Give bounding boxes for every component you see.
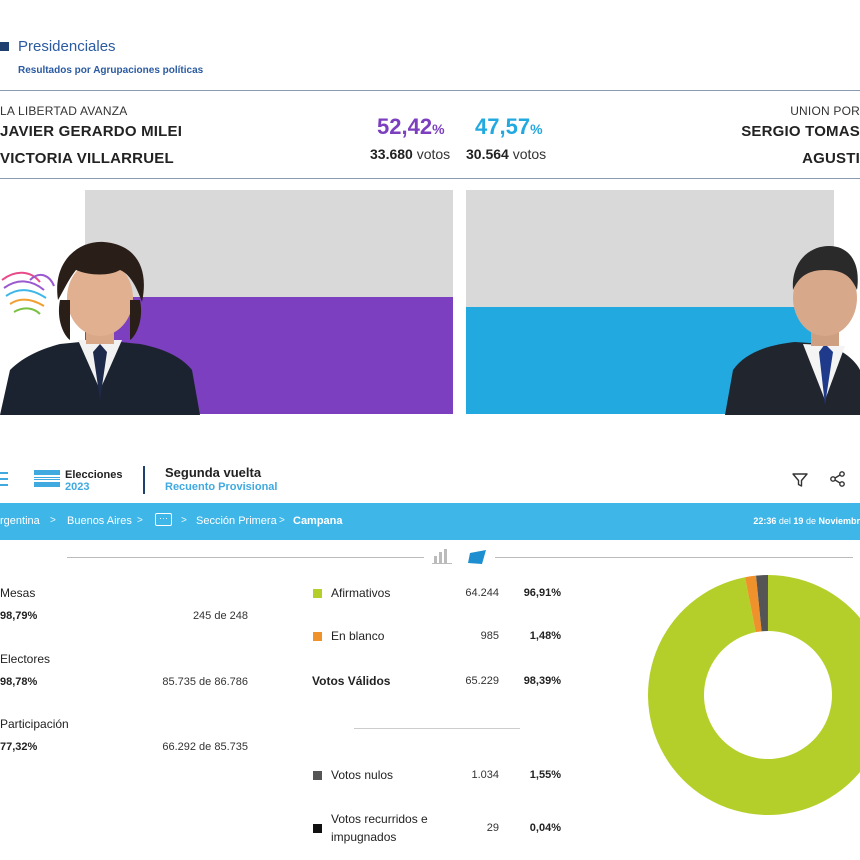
donut-slice-nulos[interactable]: [756, 575, 768, 632]
round-subtitle: Recuento Provisional: [165, 481, 278, 493]
divider: [0, 90, 860, 91]
validos-percent: 98,39%: [523, 675, 561, 687]
candidate-left: LA LIBERTAD AVANZA JAVIER GERARDO MILEI …: [0, 104, 182, 167]
hamburger-menu-icon[interactable]: [0, 472, 8, 490]
share-icon[interactable]: [829, 470, 847, 488]
chevron-right-icon: >: [181, 515, 187, 526]
president-name: JAVIER GERARDO MILEI: [0, 123, 183, 140]
participacion-percent: 77,32%: [0, 741, 38, 753]
candidate-left-votes: 33.680 votos: [370, 146, 451, 162]
brand-title: Elecciones: [65, 469, 123, 481]
afirmativos-percent: 96,91%: [523, 587, 561, 599]
president-name: SERGIO TOMAS: [741, 123, 860, 140]
recurridos-legend-swatch: [313, 824, 322, 833]
afirmativos-label: Afirmativos: [331, 586, 391, 600]
breadcrumb: rgentina > Buenos Aires > ··· > Sección …: [0, 503, 860, 540]
electores-label: Electores: [0, 652, 51, 666]
timestamp: 22:36 del 19 de Noviembr: [753, 516, 860, 526]
title-bullet-icon: [0, 42, 9, 51]
mesas-percent: 98,79%: [0, 610, 38, 622]
blanco-label: En blanco: [331, 629, 385, 643]
party-name: LA LIBERTAD AVANZA: [0, 104, 128, 118]
candidate-right-percent: 47,57%: [475, 114, 543, 139]
chevron-right-icon: >: [279, 515, 285, 526]
bar-chart-view-icon[interactable]: [432, 548, 452, 564]
recurridos-percent: 0,04%: [529, 822, 561, 834]
breadcrumb-more-button[interactable]: ···: [155, 513, 172, 526]
breadcrumb-item[interactable]: Sección Primera: [196, 515, 277, 527]
afirmativos-votes: 64.244: [465, 587, 499, 599]
nulos-label: Votos nulos: [331, 768, 394, 782]
section-title: Presidenciales: [0, 38, 116, 55]
page-title: Presidenciales: [18, 38, 116, 55]
breadcrumb-item[interactable]: Buenos Aires: [67, 515, 132, 527]
divider: [0, 178, 860, 179]
round-info: Segunda vuelta Recuento Provisional: [165, 466, 277, 494]
round-title: Segunda vuelta: [165, 465, 262, 480]
blanco-votes: 985: [480, 630, 499, 642]
divider: [67, 557, 424, 558]
electores-percent: 98,78%: [0, 676, 38, 688]
breadcrumb-item[interactable]: rgentina: [0, 515, 40, 527]
donut-slice-afirmativos[interactable]: [648, 575, 860, 815]
nulos-votes: 1.034: [471, 769, 499, 781]
mesas-label: Mesas: [0, 586, 36, 600]
party-name: UNION POR: [790, 104, 860, 118]
chevron-right-icon: >: [137, 515, 143, 526]
recurridos-label: Votos recurridos e impugnados: [331, 812, 428, 844]
mesas-value: 245 de 248: [192, 610, 248, 622]
party-bird-logo: [1, 271, 55, 315]
brand-divider: [143, 466, 145, 494]
validos-votes: 65.229: [465, 675, 499, 687]
brand: Elecciones 2023: [65, 469, 122, 493]
nulos-legend-swatch: [313, 771, 322, 780]
donut-slice-blanco[interactable]: [744, 575, 762, 633]
afirmativos-legend-swatch: [313, 589, 322, 598]
validos-label: Votos Válidos: [312, 674, 391, 688]
vice-name: VICTORIA VILLARRUEL: [0, 150, 174, 167]
candidate-left-photo: [0, 241, 200, 415]
page-subtitle: Resultados por Agrupaciones políticas: [18, 65, 204, 76]
divider: [354, 728, 520, 729]
nulos-percent: 1,55%: [529, 769, 561, 781]
breadcrumb-current: Campana: [293, 515, 343, 527]
recurridos-votes: 29: [486, 822, 499, 834]
divider: [495, 557, 853, 558]
results-donut-chart: [648, 575, 860, 815]
vice-name: AGUSTI: [802, 150, 860, 167]
chevron-right-icon: >: [50, 515, 56, 526]
map-view-icon[interactable]: [468, 549, 488, 565]
candidate-right-photo: [725, 246, 860, 415]
electores-value: 85.735 de 86.786: [162, 676, 248, 688]
elecciones-logo: [34, 470, 60, 492]
candidate-right-votes: 30.564 votos: [466, 146, 547, 162]
candidate-right: UNION POR SERGIO TOMAS AGUSTI: [741, 104, 860, 167]
participacion-value: 66.292 de 85.735: [162, 741, 248, 753]
participacion-label: Participación: [0, 717, 69, 731]
blanco-percent: 1,48%: [529, 630, 561, 642]
filter-icon[interactable]: [791, 471, 809, 489]
candidate-left-percent: 52,42%: [377, 114, 445, 139]
brand-year: 2023: [65, 481, 90, 493]
blanco-legend-swatch: [313, 632, 322, 641]
